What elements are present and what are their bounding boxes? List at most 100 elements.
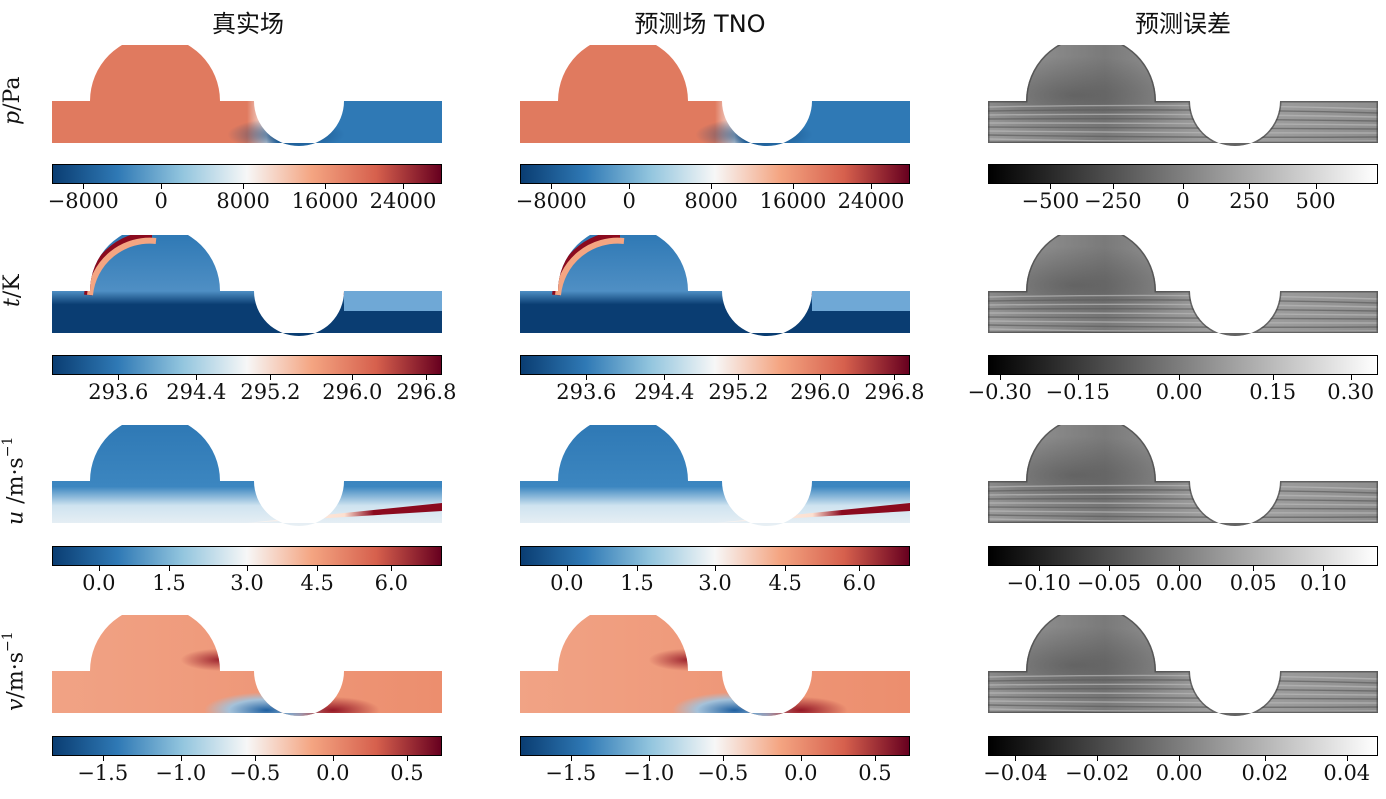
colorbar-tick-mark [551,184,553,189]
colorbar-tick-label: −500 [1021,189,1080,213]
colorbar-tick-label: 0.5 [858,761,892,785]
colorbar-tick-mark [391,566,393,571]
colorbar-r3-c1 [520,736,910,756]
colorbar-tick-label: −1.5 [77,761,129,785]
colorbar-r1-c0 [52,355,442,375]
colorbar-tick-label: 0.02 [1241,761,1289,785]
colorbar-tick-mark [118,375,120,380]
field-plot-r3-c1 [520,615,910,727]
colorbar-r2-c2 [988,546,1378,566]
colorbar-tick-label: −0.10 [1006,571,1071,595]
colorbar-tick-mark [871,184,872,189]
colorbar-tick-label: 0 [154,189,168,213]
colorbar-tick-label: 0.05 [1229,571,1277,595]
colorbar-tick-mark [1108,566,1110,571]
field-plot-r3-c0 [52,615,442,727]
colorbar-tick-label: −0.5 [697,761,749,785]
colorbar-tick-mark [999,375,1001,380]
colorbar-tick-mark [793,184,794,189]
colorbar-tick-label: 6.0 [374,571,408,595]
colorbar-tick-label: 0.00 [1155,571,1203,595]
field-plot-r1-c2 [988,226,1378,347]
colorbar-tick-label: 293.6 [88,380,149,404]
colorbar-tick-mark [586,375,588,380]
colorbar-tick-mark [820,375,822,380]
colorbar-tick-mark [317,566,319,571]
colorbar-tick-label: 0.0 [784,761,818,785]
colorbar-tick-label: −250 [1083,189,1142,213]
colorbar-tick-mark [722,756,724,761]
colorbar-tick-mark [664,375,666,380]
colorbar-tick-mark [1350,375,1352,380]
colorbar-tick-mark [1179,566,1181,571]
colorbar-tick-mark [1249,184,1251,189]
colorbar-r2-c1 [520,546,910,566]
row-label-v: v/m·s−1 [0,631,29,711]
field-plot-r0-c2 [988,36,1378,157]
colorbar-tick-mark [169,566,170,571]
colorbar-tick-mark [894,375,896,380]
colorbar-tick-mark [1038,566,1040,571]
field-plot-r0-c0 [52,45,442,157]
colorbar-tick-label: 3.0 [230,571,264,595]
field-plot-r0-c1 [520,45,910,157]
colorbar-tick-mark [1097,756,1099,761]
colorbar-tick-label: 3.0 [698,571,732,595]
colorbar-r0-c2 [988,164,1378,184]
colorbar-tick-label: 296.8 [864,380,925,404]
colorbar-tick-label: 295.2 [708,380,769,404]
colorbar-tick-mark [83,184,85,189]
colorbar-tick-mark [243,184,245,189]
colorbar-r0-c1 [520,164,910,184]
colorbar-tick-mark [247,566,248,571]
colorbar-tick-label: 0 [622,189,636,213]
colorbar-tick-label: 1.5 [620,571,654,595]
colorbar-tick-mark [570,756,572,761]
colorbar-tick-mark [406,756,408,761]
field-plot-r1-c0 [52,231,442,347]
colorbar-tick-mark [1264,756,1266,761]
colorbar-r3-c0 [52,736,442,756]
colorbar-tick-label: −0.5 [229,761,281,785]
colorbar-tick-label: 8000 [216,189,270,213]
colorbar-r3-c2 [988,736,1378,756]
colorbar-tick-mark [325,184,326,189]
colorbar-tick-label: 0.0 [550,571,584,595]
colorbar-tick-mark [1253,566,1255,571]
colorbar-tick-label: 6.0 [842,571,876,595]
colorbar-tick-mark [1272,375,1274,380]
colorbar-tick-mark [98,566,100,571]
colorbar-tick-label: 500 [1295,189,1336,213]
row-label-t: t/K [0,274,25,308]
colorbar-tick-label: 0.5 [390,761,424,785]
colorbar-tick-mark [254,756,256,761]
colorbar-tick-mark [403,184,404,189]
field-plot-r2-c1 [520,425,910,537]
colorbar-tick-mark [1050,184,1052,189]
column-title-true-field: 真实场 [212,10,284,38]
colorbar-tick-label: −1.5 [545,761,597,785]
colorbar-tick-mark [161,184,163,189]
colorbar-tick-mark [785,566,787,571]
colorbar-tick-mark [1077,375,1079,380]
field-plot-r2-c2 [988,416,1378,537]
colorbar-tick-label: −0.15 [1045,380,1110,404]
colorbar-tick-mark [270,375,272,380]
colorbar-tick-label: 1.5 [152,571,186,595]
colorbar-tick-label: 296.8 [396,380,457,404]
colorbar-tick-label: 4.5 [768,571,802,595]
column-title-prediction-error: 预测误差 [1135,10,1231,38]
colorbar-tick-mark [648,756,650,761]
colorbar-tick-mark [196,375,198,380]
colorbar-tick-mark [1346,756,1348,761]
colorbar-tick-label: 296.0 [322,380,383,404]
colorbar-r1-c1 [520,355,910,375]
colorbar-tick-label: 4.5 [300,571,334,595]
colorbar-tick-label: 0.30 [1327,380,1375,404]
colorbar-tick-label: 250 [1229,189,1270,213]
colorbar-tick-label: 0.00 [1155,761,1203,785]
colorbar-tick-mark [1179,756,1181,761]
colorbar-tick-label: 294.4 [634,380,695,404]
colorbar-tick-mark [800,756,802,761]
colorbar-tick-mark [1315,184,1317,189]
